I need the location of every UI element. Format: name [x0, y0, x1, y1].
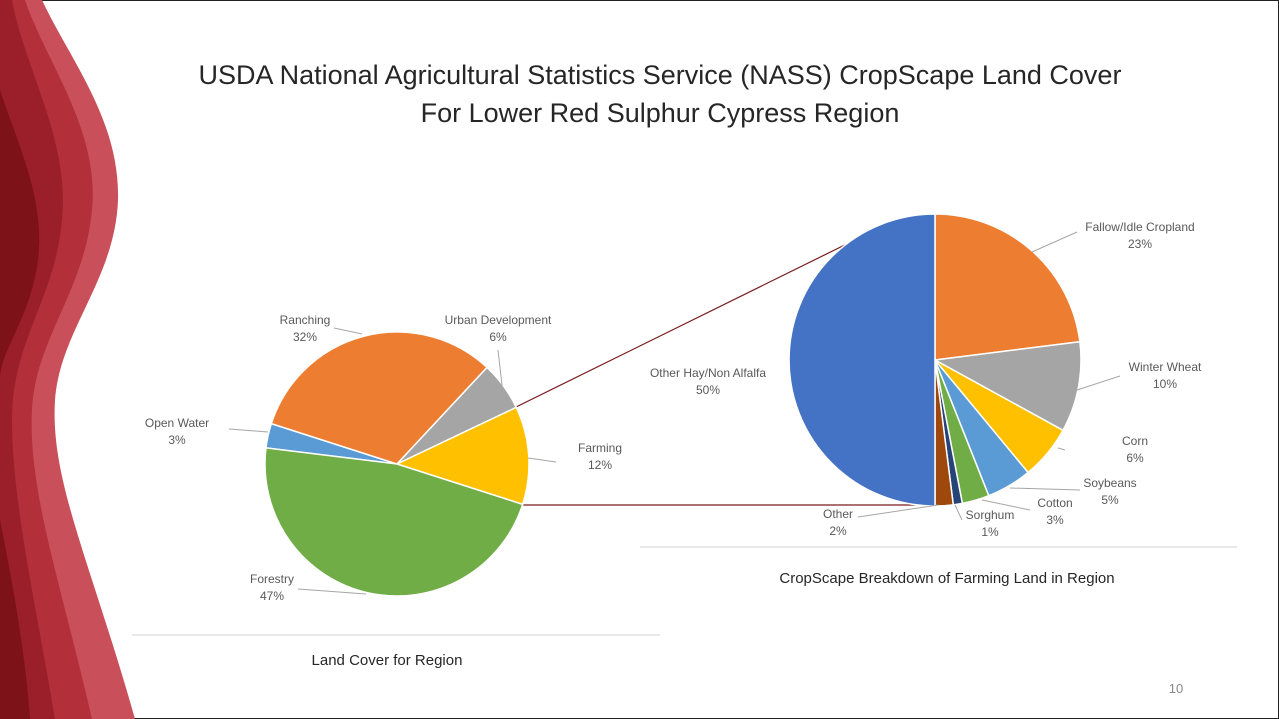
- slide: USDA National Agricultural Statistics Se…: [0, 0, 1279, 719]
- label-category: Soybeans: [1083, 476, 1136, 490]
- label-category: Ranching: [280, 313, 331, 327]
- label-value: 23%: [1128, 237, 1152, 251]
- chart-title: Land Cover for Region: [312, 652, 463, 669]
- label-value: 50%: [696, 383, 720, 397]
- page: USDA National Agricultural Statistics Se…: [0, 0, 1279, 719]
- label-value: 5%: [1101, 493, 1119, 507]
- label-category: Urban Development: [445, 313, 552, 327]
- label-value: 6%: [489, 330, 507, 344]
- label-category: Open Water: [145, 416, 209, 430]
- label-value: 32%: [293, 330, 317, 344]
- label-category: Winter Wheat: [1129, 360, 1202, 374]
- label-value: 1%: [981, 525, 999, 539]
- label-value: 3%: [168, 433, 186, 447]
- label-value: 3%: [1046, 513, 1064, 527]
- label-value: 2%: [829, 524, 847, 538]
- slide-title: For Lower Red Sulphur Cypress Region: [421, 98, 900, 128]
- label-value: 47%: [260, 589, 284, 603]
- label-category: Farming: [578, 441, 622, 455]
- label-category: Cotton: [1037, 496, 1072, 510]
- label-category: Other: [823, 507, 853, 521]
- label-value: 10%: [1153, 377, 1177, 391]
- slide-title: USDA National Agricultural Statistics Se…: [199, 60, 1122, 90]
- label-category: Fallow/Idle Cropland: [1085, 220, 1194, 234]
- label-category: Corn: [1122, 434, 1148, 448]
- label-value: 6%: [1126, 451, 1144, 465]
- chart-title: CropScape Breakdown of Farming Land in R…: [779, 570, 1114, 587]
- label-category: Sorghum: [966, 508, 1015, 522]
- page-number: 10: [1169, 681, 1183, 696]
- label-value: 12%: [588, 458, 612, 472]
- label-category: Forestry: [250, 572, 294, 586]
- label-category: Other Hay/Non Alfalfa: [650, 366, 766, 380]
